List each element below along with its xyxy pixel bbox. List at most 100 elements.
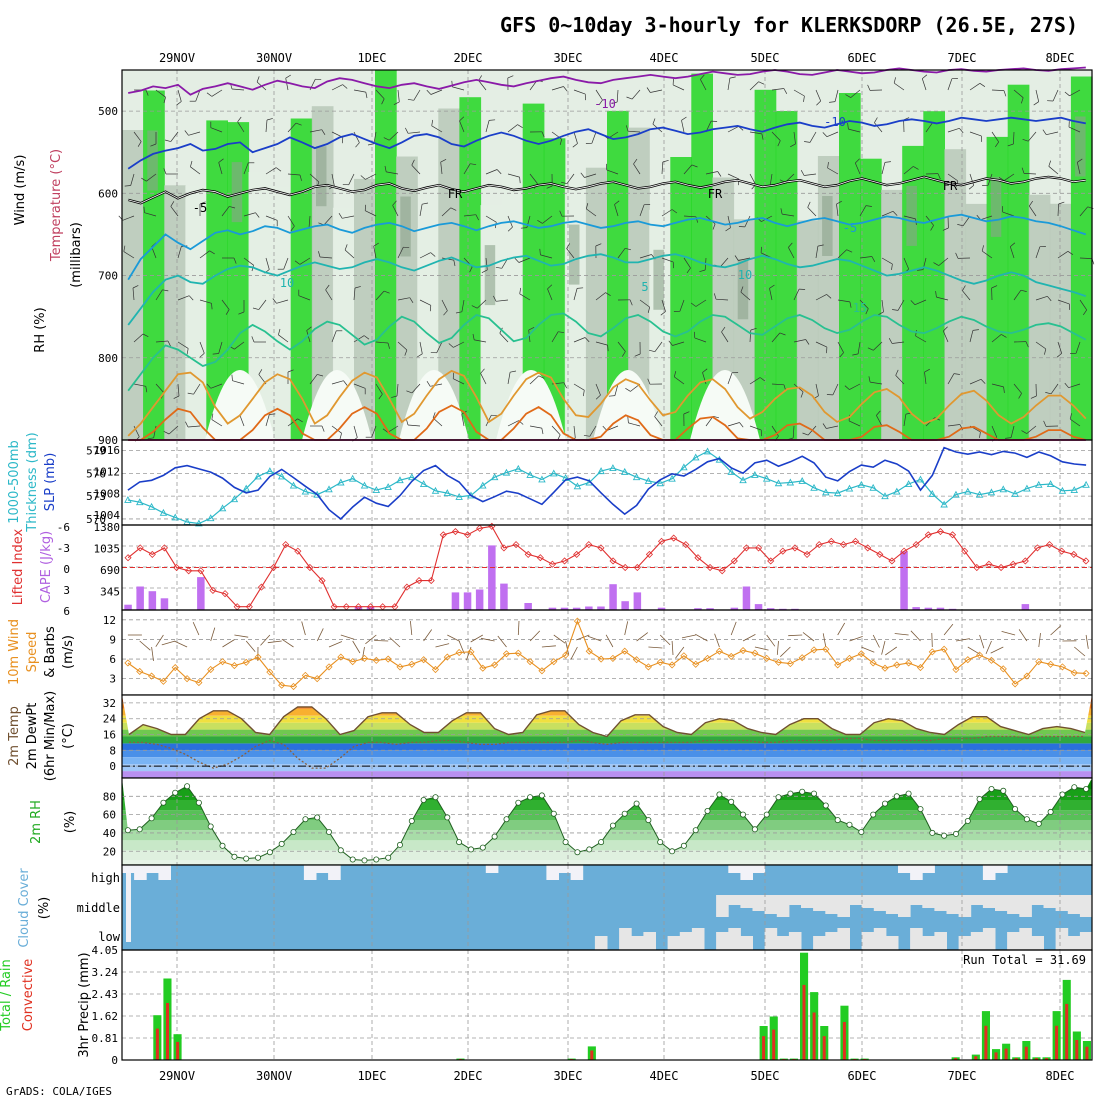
wind-barb-flag: [367, 143, 374, 146]
cloud-middle-gap: [1055, 895, 1069, 911]
lifted-index-point: [742, 544, 751, 552]
temp-color-band: [122, 736, 1092, 744]
temp-tick-label: 0: [109, 760, 116, 773]
wind-barb: [331, 173, 335, 186]
rh2m-point: [527, 794, 534, 801]
contour-label: -10: [594, 97, 616, 111]
wind-barb: [903, 257, 910, 270]
precip-tick-label: 0: [111, 1054, 118, 1067]
wind-barb: [323, 215, 333, 226]
wind-barb-flag: [383, 290, 390, 294]
wind-barb: [331, 425, 342, 434]
wind-barb-flag: [258, 369, 263, 375]
cape-bar: [548, 607, 557, 610]
wind-barb-flag: [625, 247, 631, 251]
lifted-index-point: [924, 531, 932, 539]
wind-speed-point: [668, 661, 676, 669]
wind-barb-10m: [943, 623, 954, 636]
wind-barb-10m: [742, 634, 756, 642]
wind-barb: [881, 162, 886, 175]
rh-band-dark: [1075, 116, 1086, 177]
wind-barb-flag: [143, 206, 145, 213]
rh2m-point: [243, 855, 250, 862]
wind-barb: [499, 332, 509, 343]
wind-barb-flag: [519, 177, 521, 184]
wind-barb: [892, 341, 905, 344]
wind-barb: [1013, 289, 1022, 301]
wind-barb-flag: [871, 256, 876, 262]
wind-barb: [809, 131, 817, 143]
day-label-bottom: 1DEC: [358, 1069, 387, 1083]
thickness-point: [620, 467, 629, 475]
wind-barb: [969, 330, 974, 343]
cloud-low-gap: [861, 932, 875, 950]
wind-barb: [617, 341, 626, 352]
wind-barb-flag: [1003, 386, 1005, 393]
day-label-top: 3DEC: [554, 51, 583, 65]
wind-barb-flag: [681, 116, 687, 121]
wind-barb: [749, 329, 752, 343]
cloud-middle-gap: [885, 895, 899, 914]
lifted-index-point: [160, 544, 169, 552]
wind-barb-flag: [865, 205, 872, 207]
wind-barb: [265, 414, 270, 427]
wind-barb-flag: [702, 368, 708, 373]
cape-bar: [912, 607, 920, 610]
slp-line: [127, 446, 1087, 521]
lifted-index-point: [888, 557, 896, 565]
wind-speed-point: [148, 672, 156, 680]
wind-barb-flag: [225, 309, 230, 315]
wind-barb: [177, 383, 180, 397]
cape-bar: [524, 603, 532, 610]
cloud-middle-gap: [982, 895, 996, 908]
wind-barb-flag: [1043, 420, 1047, 427]
wind-barb: [683, 164, 693, 175]
wind-speed-point: [242, 658, 250, 666]
wind-barb-flag: [355, 142, 360, 148]
wind-barb-flag: [1083, 309, 1087, 316]
cloud-middle-gap: [813, 895, 826, 911]
wind-barb-flag: [827, 162, 829, 169]
wind-barb-flag: [1018, 393, 1022, 399]
slp-tick-label: 1012: [94, 466, 121, 479]
rh2m-point: [184, 783, 191, 790]
wind-barb: [221, 299, 230, 310]
lifted-index-point: [257, 583, 266, 591]
wind-barb-flag: [170, 201, 175, 207]
wind-barb: [309, 129, 322, 133]
wind-barb: [348, 173, 355, 185]
precip-convective-bar: [1055, 1025, 1059, 1060]
thickness-point: [218, 504, 227, 512]
wind-barb-10m: [328, 641, 343, 648]
wind-barb: [122, 215, 135, 221]
wind-speed-point: [431, 665, 440, 674]
lifted-index-point: [560, 557, 569, 565]
cape-bar: [160, 598, 169, 610]
wind-barb-flag: [849, 301, 852, 308]
wind-barb-10m: [151, 646, 154, 661]
wind-barb: [991, 89, 1005, 91]
wind-barb-flag: [563, 382, 568, 389]
thickness-point: [242, 484, 250, 492]
rh2m-point: [550, 810, 557, 817]
cloud-middle-gap: [849, 895, 863, 905]
rh-band: [290, 118, 313, 440]
wind-barb: [221, 206, 230, 217]
cloud-middle-gap: [946, 895, 960, 914]
cape-bar: [633, 592, 642, 610]
wind-barb-flag: [673, 371, 677, 377]
wind-barb: [375, 89, 385, 100]
wind-barb-flag: [803, 95, 805, 102]
cape-bar: [706, 608, 714, 610]
wind-barb-flag: [238, 311, 245, 315]
lifted-index-point: [269, 563, 278, 572]
wind-barb: [411, 383, 421, 394]
precip-convective-bar: [772, 1029, 776, 1060]
rh2m-point: [254, 854, 261, 861]
wind-barb-flag: [625, 125, 629, 132]
wind-barb: [727, 126, 739, 133]
wind-barb-flag: [817, 244, 824, 247]
lifted-index-point: [221, 590, 229, 598]
wind-barb-flag: [888, 338, 893, 344]
wind-barb-flag: [422, 202, 429, 205]
